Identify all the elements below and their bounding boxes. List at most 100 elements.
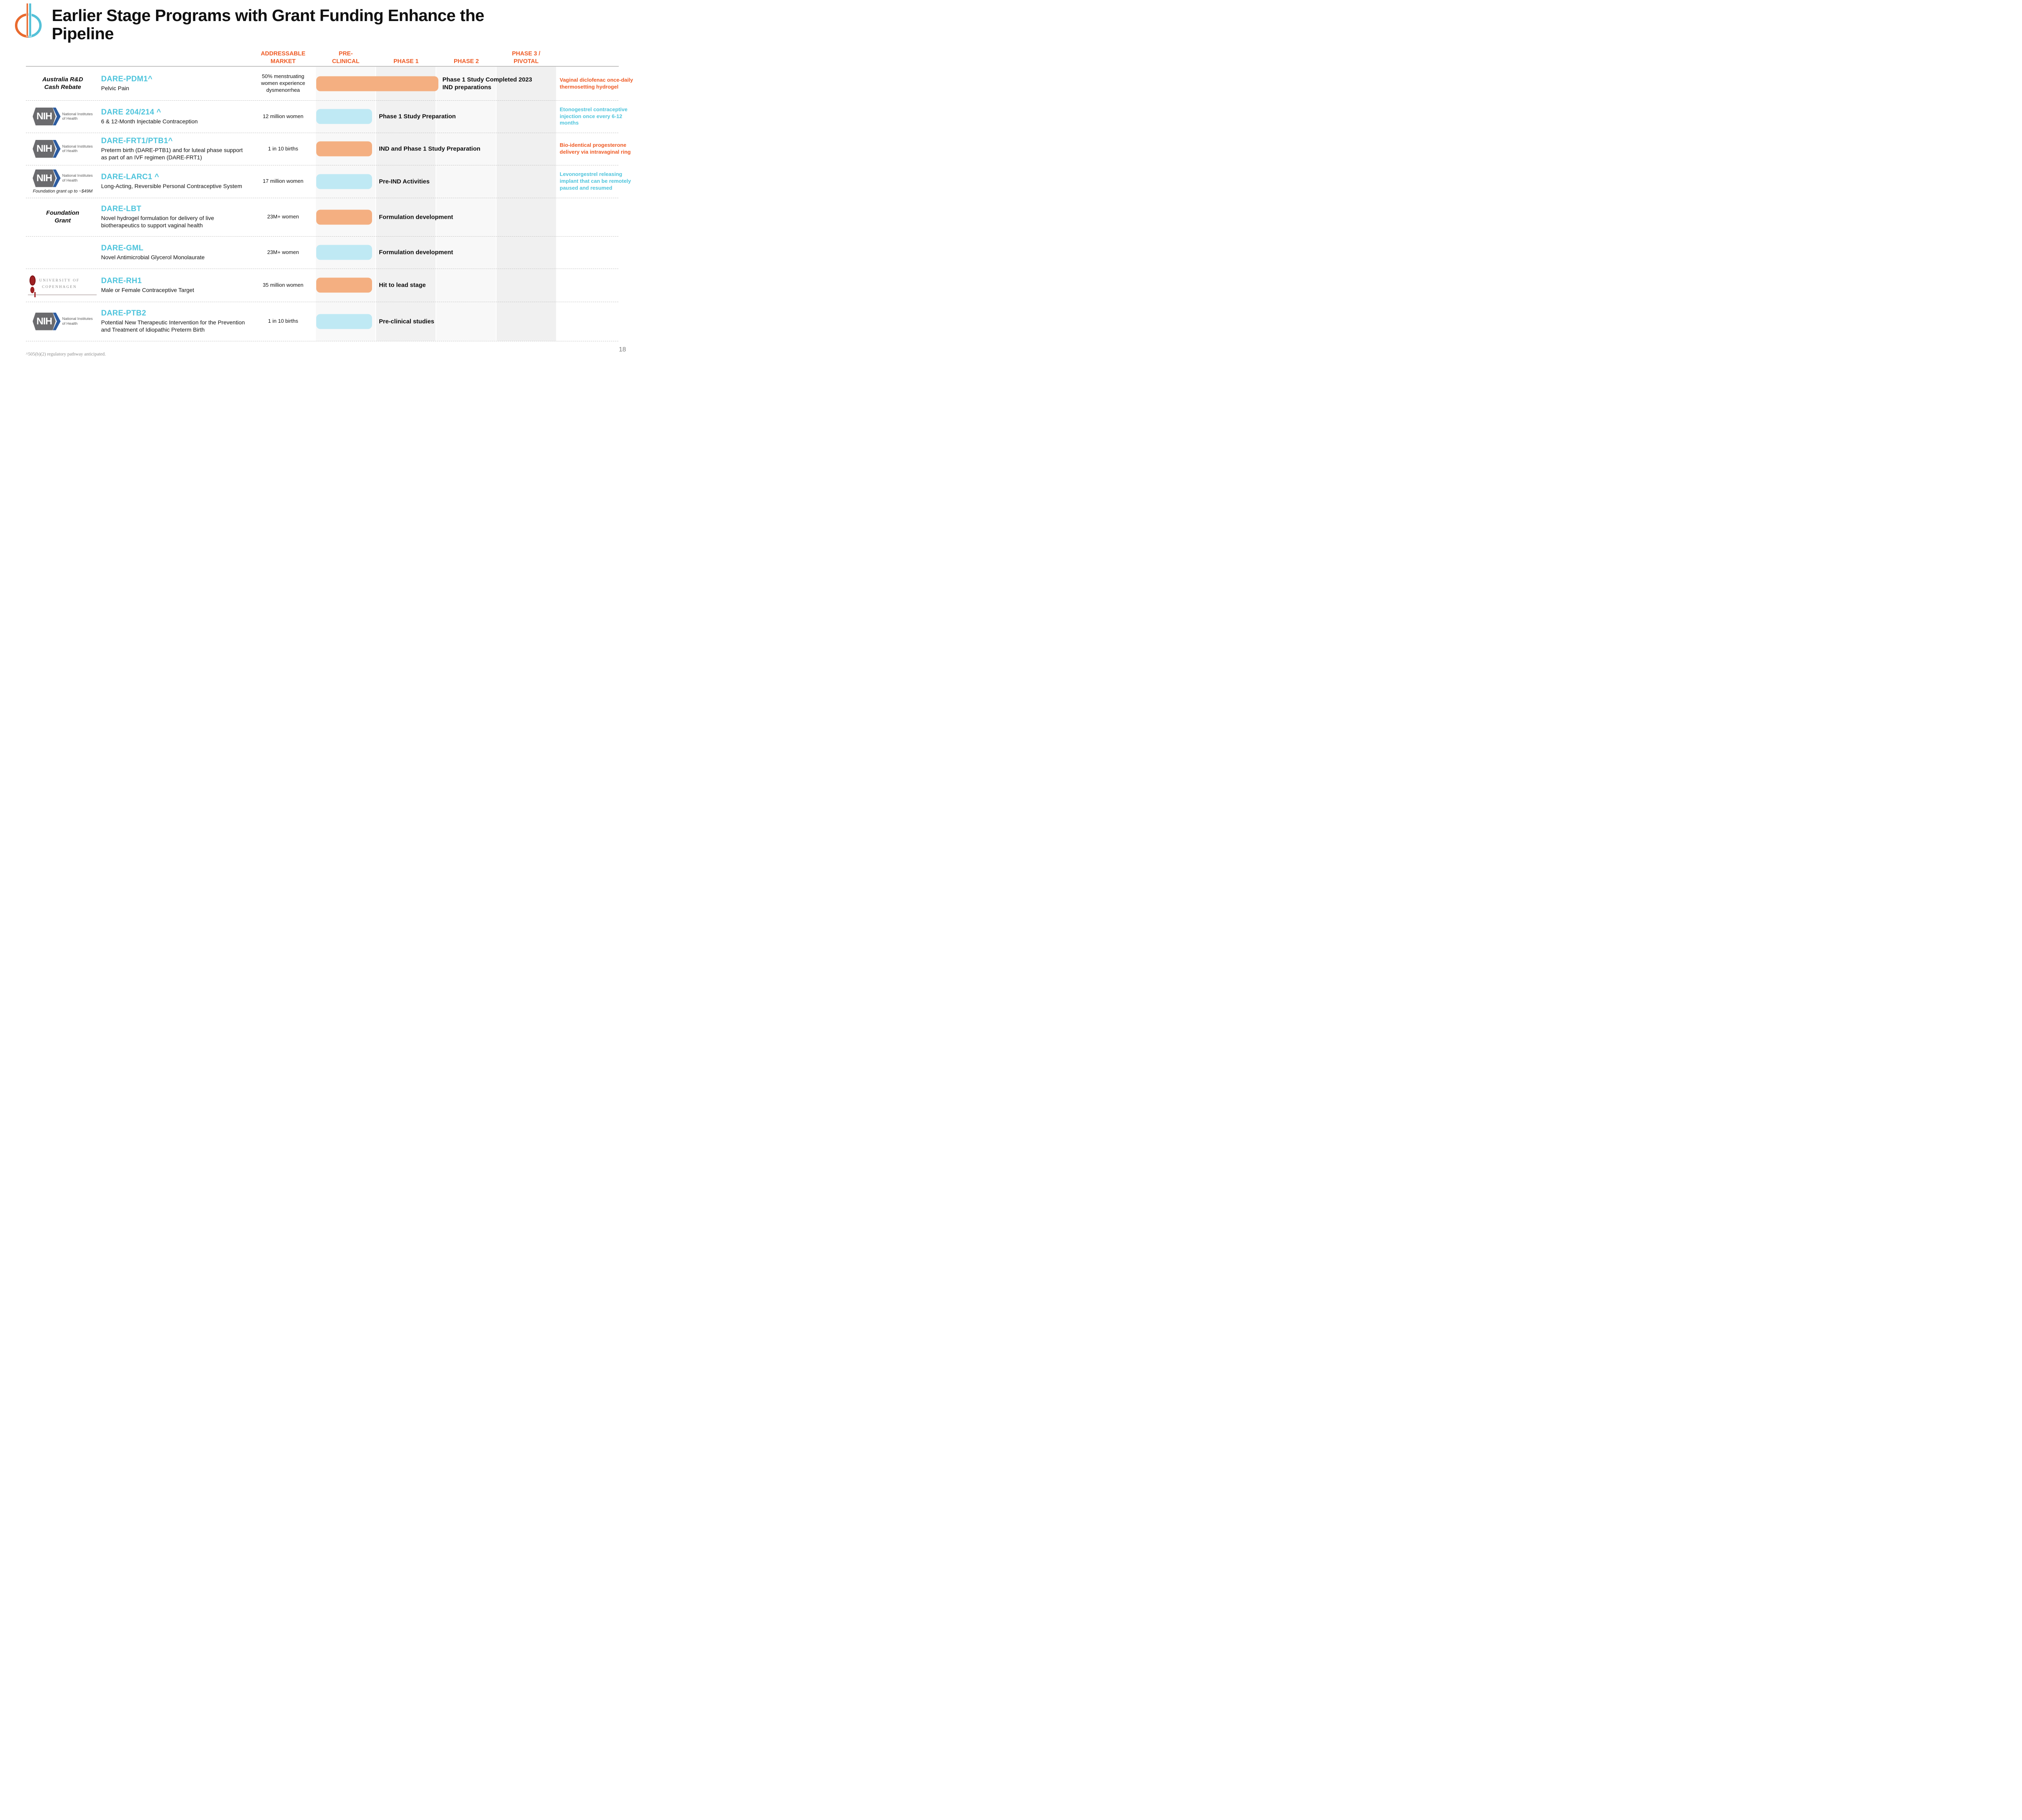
nih-logo: NIH National Institutes of Health: [32, 312, 93, 330]
program-name: DARE-PTB2: [101, 309, 146, 318]
stage-cell: Hit to lead stage: [315, 269, 556, 302]
program-subtitle: Preterm birth (DARE-PTB1) and for luteal…: [101, 146, 243, 161]
pipeline-slide: Earlier Stage Programs with Grant Fundin…: [0, 0, 647, 364]
stage-cell: IND and Phase 1 Study Preparation: [315, 133, 556, 165]
program-cell: DARE-PDM1^ Pelvic Pain: [101, 75, 251, 92]
nih-logo: NIH National Institutes of Health: [32, 140, 93, 158]
column-header-addressable-market: ADDRESSABLE MARKET: [260, 50, 306, 65]
table-row-dare-rh1: UNIVERSITY OF COPENHAGEN DARE-RH1 Male o…: [0, 269, 647, 302]
table-row-dare-pdm1: Australia R&D Cash Rebate DARE-PDM1^ Pel…: [0, 67, 647, 101]
pipeline-bar: [316, 109, 372, 124]
program-cell: DARE-RH1 Male or Female Contraceptive Ta…: [101, 277, 251, 294]
table-row-dare-larc1: NIH National Institutes of Health Founda…: [0, 165, 647, 198]
program-cell: DARE-GML Novel Antimicrobial Glycerol Mo…: [101, 244, 251, 261]
pipeline-bar: [316, 314, 372, 329]
ucph-name: UNIVERSITY OF COPENHAGEN: [39, 279, 80, 289]
phase-status: Formulation development: [379, 213, 453, 220]
phase-status: Formulation development: [379, 249, 453, 256]
grant-cell: Foundation Grant: [24, 210, 101, 225]
table-row-dare-204-214: NIH National Institutes of Health DARE 2…: [0, 100, 647, 133]
program-subtitle: Male or Female Contraceptive Target: [101, 286, 195, 293]
header-divider: [26, 66, 619, 67]
phase-status: Hit to lead stage: [379, 281, 426, 289]
pipeline-bar: [316, 245, 372, 260]
market-size: 1 in 10 births: [268, 318, 298, 324]
nih-logo: NIH National Institutes of Health: [32, 108, 93, 125]
program-subtitle: Long-Acting, Reversible Personal Contrac…: [101, 183, 242, 190]
program-cell: DARE 204/214 ^ 6 & 12-Month Injectable C…: [101, 108, 251, 125]
stage-cell: Phase 1 Study Preparation: [315, 100, 556, 133]
market-size: 17 million women: [262, 178, 304, 184]
table-row-dare-lbt: Foundation Grant DARE-LBT Novel hydrogel…: [0, 198, 647, 237]
table-row-dare-frt1-ptb1: NIH National Institutes of Health DARE-F…: [0, 133, 647, 165]
footnote: ^505(b)(2) regulatory pathway anticipate…: [26, 352, 106, 357]
program-name: DARE 204/214 ^: [101, 108, 161, 116]
program-cell: DARE-PTB2 Potential New Therapeutic Inte…: [101, 309, 251, 334]
nih-hexagon-icon: NIH: [32, 108, 56, 125]
program-name: DARE-LARC1 ^: [101, 173, 159, 182]
market-size: 12 million women: [262, 113, 304, 119]
stage-cell: Formulation development: [315, 198, 556, 236]
grant-label: Foundation Grant: [46, 209, 79, 224]
market-size: 35 million women: [262, 281, 304, 288]
phase-status: Phase 1 Study Preparation: [379, 113, 456, 120]
grant-cell: NIH National Institutes of Health Founda…: [24, 169, 101, 194]
product-annotation: Vaginal diclofenac once-daily thermosett…: [560, 76, 633, 90]
ucph-rule: [28, 292, 97, 297]
nih-hexagon-icon: NIH: [32, 312, 56, 330]
market-size: 23M+ women: [267, 214, 299, 220]
column-header-pre-clinical: PRE- CLINICAL: [332, 50, 360, 65]
market-size: 23M+ women: [267, 249, 299, 255]
product-annotation: Bio-identical progesterone delivery via …: [560, 142, 631, 155]
stage-cell: Phase 1 Study Completed 2023 IND prepara…: [315, 67, 556, 100]
program-subtitle: Novel Antimicrobial Glycerol Monolaurate: [101, 254, 205, 260]
column-header-phase-2: PHASE 2: [453, 58, 479, 65]
market-size: 50% menstruating women experience dysmen…: [261, 73, 305, 93]
column-header-phase-1: PHASE 1: [393, 58, 419, 65]
nih-name: National Institutes of Health: [62, 317, 93, 326]
pipeline-bar: [316, 141, 372, 157]
nih-hexagon-icon: NIH: [32, 169, 56, 187]
nih-name: National Institutes of Health: [62, 112, 93, 121]
program-name: DARE-GML: [101, 243, 144, 252]
phase-status: Pre-clinical studies: [379, 317, 434, 325]
program-subtitle: Novel hydrogel formulation for delivery …: [101, 215, 214, 229]
program-name: DARE-FRT1/PTB1^: [101, 136, 173, 145]
product-annotation: Etonogestrel contraceptive injection onc…: [560, 106, 628, 126]
program-subtitle: Pelvic Pain: [101, 85, 129, 92]
ucph-seal-icon: [28, 275, 37, 293]
stage-cell: Pre-clinical studies: [315, 302, 556, 341]
grant-cell: Australia R&D Cash Rebate: [24, 76, 101, 91]
grant-cell: NIH National Institutes of Health: [24, 312, 101, 330]
nih-hexagon-icon: NIH: [32, 140, 56, 158]
pipeline-bar: [316, 210, 372, 224]
grant-caption: Foundation grant up to ~$49M: [33, 188, 93, 194]
market-size: 1 in 10 births: [268, 145, 298, 152]
university-of-copenhagen-logo: UNIVERSITY OF COPENHAGEN: [28, 275, 97, 297]
grant-cell: NIH National Institutes of Health: [24, 108, 101, 125]
stage-cell: Pre-IND Activities: [315, 165, 556, 198]
grant-cell: NIH National Institutes of Health: [24, 140, 101, 158]
program-cell: DARE-FRT1/PTB1^ Preterm birth (DARE-PTB1…: [101, 137, 251, 161]
phase-status: Pre-IND Activities: [379, 178, 430, 185]
program-cell: DARE-LBT Novel hydrogel formulation for …: [101, 205, 251, 229]
grant-cell: UNIVERSITY OF COPENHAGEN: [24, 275, 101, 297]
pipeline-bar: [316, 174, 372, 189]
table-row-dare-gml: DARE-GML Novel Antimicrobial Glycerol Mo…: [0, 236, 647, 269]
program-name: DARE-PDM1^: [101, 75, 153, 84]
program-name: DARE-LBT: [101, 205, 142, 214]
table-row-dare-ptb2: NIH National Institutes of Health DARE-P…: [0, 302, 647, 341]
pipeline-bar: [316, 277, 372, 293]
phase-status: IND and Phase 1 Study Preparation: [379, 145, 480, 152]
nih-name: National Institutes of Health: [62, 174, 93, 183]
column-stripe-phase1: [376, 67, 436, 341]
nih-logo: NIH National Institutes of Health: [32, 169, 93, 187]
phase-status: Phase 1 Study Completed 2023 IND prepara…: [442, 76, 532, 91]
program-name: DARE-RH1: [101, 276, 142, 285]
column-stripe-phase3: [497, 67, 556, 341]
dare-bioscience-logo-icon: [12, 2, 44, 40]
program-cell: DARE-LARC1 ^ Long-Acting, Reversible Per…: [101, 173, 251, 190]
program-subtitle: Potential New Therapeutic Intervention f…: [101, 319, 245, 333]
product-annotation: Levonorgestrel releasing implant that ca…: [560, 171, 631, 191]
program-subtitle: 6 & 12-Month Injectable Contraception: [101, 118, 198, 125]
